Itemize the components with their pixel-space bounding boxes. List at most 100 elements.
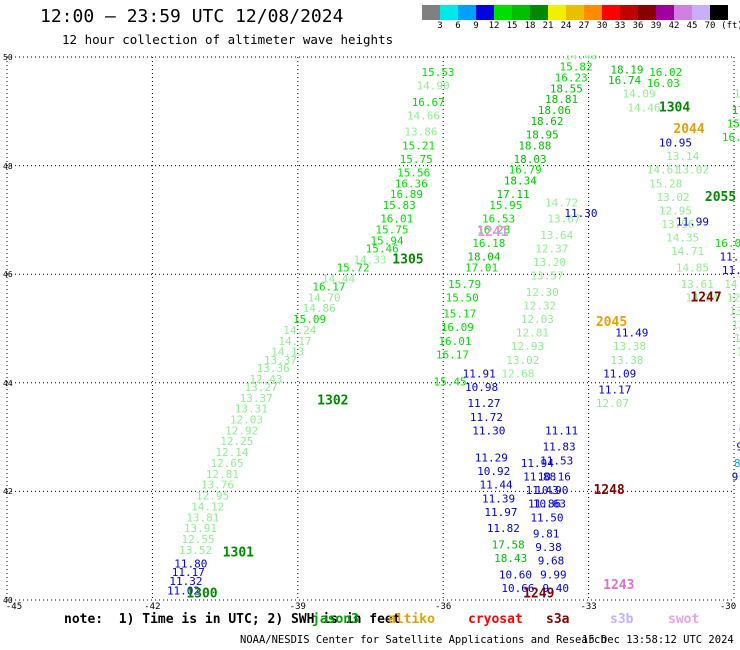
- wave-height-value: 11.30: [472, 424, 505, 437]
- colorbar-bin: [512, 5, 530, 20]
- wave-height-value: 14.33: [354, 253, 387, 266]
- wave-height-value: 13.76: [201, 479, 234, 492]
- wave-height-value: 18.95: [526, 128, 559, 141]
- wave-height-value: 8.54: [734, 457, 740, 470]
- page-title: 12:00 – 23:59 UTC 12/08/2024: [40, 6, 344, 27]
- wave-height-value: 14.09: [623, 88, 656, 101]
- colorbar-bin: [422, 5, 440, 20]
- wave-height-value: 11.97: [484, 506, 517, 519]
- wave-height-value: 18.19: [610, 63, 643, 76]
- colorbar-tick-label: 70: [704, 21, 716, 31]
- wave-height-value: 18.04: [467, 251, 500, 264]
- wave-height-value: 14.44: [322, 272, 355, 285]
- wave-height-value: 10.90: [535, 484, 568, 497]
- wave-height-value: 11.66: [722, 264, 740, 277]
- colorbar-tick-label: 12: [488, 21, 500, 31]
- track-1247: 16.0611.3011.6614.6612.5913.2912.2512.66…: [690, 237, 740, 359]
- wave-height-value: 11.09: [603, 367, 636, 380]
- wave-height-value: 16.36: [395, 177, 428, 190]
- wave-height-value: 15.75: [375, 223, 408, 236]
- wave-height-value: 13.02: [676, 164, 709, 177]
- wave-height-value: 12.55: [181, 533, 214, 546]
- track-time-label: 2045: [596, 315, 627, 330]
- colorbar-bin: [620, 5, 638, 20]
- wave-height-value: 15.27: [739, 74, 740, 87]
- track-time-label: 2055: [705, 190, 736, 205]
- colorbar-tick-label: 6: [455, 21, 461, 31]
- wave-height-value: 12.25: [736, 346, 740, 359]
- track-time-label: 1243: [603, 578, 634, 593]
- colorbar-unit: (ft): [721, 21, 740, 31]
- wave-height-value: 9.40: [543, 582, 570, 595]
- wave-height-value: 15.72: [337, 261, 370, 274]
- colorbar-bin: [692, 5, 710, 20]
- wave-height-colorbar: [422, 5, 728, 20]
- wave-height-value: 11.91: [463, 367, 496, 380]
- wave-height-value: 16.89: [390, 188, 423, 201]
- colorbar-bin: [440, 5, 458, 20]
- lon-tick-label: -39: [289, 602, 306, 612]
- footer-note: note: 1) Time is in UTC; 2) SWH is in fe…: [64, 612, 401, 627]
- wave-height-value: 15.56: [397, 166, 430, 179]
- wave-height-value: 12.68: [501, 367, 534, 380]
- wave-height-value: 10.98: [465, 381, 498, 394]
- wave-height-value: 16.53: [482, 213, 515, 226]
- wave-height-value: 13.02: [506, 354, 539, 367]
- track-time-label: 1301: [223, 546, 254, 561]
- wave-height-value: 15.21: [402, 139, 435, 152]
- colorbar-bin: [494, 5, 512, 20]
- wave-height-value: 12.66: [734, 332, 740, 345]
- wave-height-value: 10.92: [477, 465, 510, 478]
- lon-tick-label: -45: [5, 602, 23, 612]
- wave-height-value: 11.83: [543, 441, 576, 454]
- lat-tick-label: 50: [3, 53, 13, 62]
- wave-height-value: 11.39: [482, 492, 515, 505]
- wave-height-value: 12.25: [220, 435, 253, 448]
- wave-height-value: 15.82: [560, 61, 593, 74]
- track-1300: 11.0211.3211.1711.8013.5212.5513.9113.81…: [167, 272, 356, 601]
- wave-height-value: 13.37: [264, 354, 297, 367]
- wave-height-value: 12.37: [535, 242, 568, 255]
- lon-tick-label: -36: [435, 602, 452, 612]
- wave-height-value: 11.43: [526, 484, 559, 497]
- wave-height-value: 11.32: [169, 575, 202, 588]
- wave-height-value: 11.86: [528, 498, 561, 511]
- track-1302: 1302: [317, 394, 348, 409]
- wave-height-value: 13.20: [533, 256, 566, 269]
- wave-height-value: 16.74: [608, 74, 641, 87]
- colorbar-bin: [458, 5, 476, 20]
- wave-height-value: 12.59: [727, 291, 740, 304]
- colorbar-tick-label: 39: [650, 21, 662, 31]
- wave-height-value: 10.66: [501, 582, 534, 595]
- wave-height-value: 13.96: [661, 218, 694, 231]
- wave-height-value: 13.27: [244, 381, 277, 394]
- legend-cryosat: cryosat: [468, 612, 523, 627]
- wave-height-value: 15.95: [489, 199, 522, 212]
- wave-height-value: 16.01: [380, 213, 413, 226]
- wave-height-value: 9.36: [736, 441, 740, 454]
- wave-height-value: 18.03: [513, 153, 546, 166]
- wave-height-value: 16.23: [555, 71, 588, 84]
- legend-swot: swot: [668, 612, 700, 627]
- wave-height-value: 17.01: [465, 261, 498, 274]
- wave-height-value: 11.44: [480, 479, 513, 492]
- wave-height-value: 13.31: [235, 403, 268, 416]
- wave-height-value: 11.94: [521, 457, 554, 470]
- wave-height-value: 14.71: [671, 245, 704, 258]
- wave-height-value: 12.81: [516, 327, 549, 340]
- legend-jason3: jason3: [312, 612, 359, 627]
- wave-height-value: 16.06: [722, 131, 740, 144]
- track-1246: 15.4915.2714.9617.7115.3916.0611.9711.99…: [722, 74, 740, 483]
- wave-height-value: 16.79: [509, 164, 542, 177]
- colorbar-tick-label: 36: [632, 21, 644, 31]
- lat-tick-label: 48: [3, 161, 13, 171]
- wave-height-value: 13.37: [240, 392, 273, 405]
- wave-height-value: 16.01: [438, 335, 471, 348]
- wave-height-value: 13.38: [613, 340, 646, 353]
